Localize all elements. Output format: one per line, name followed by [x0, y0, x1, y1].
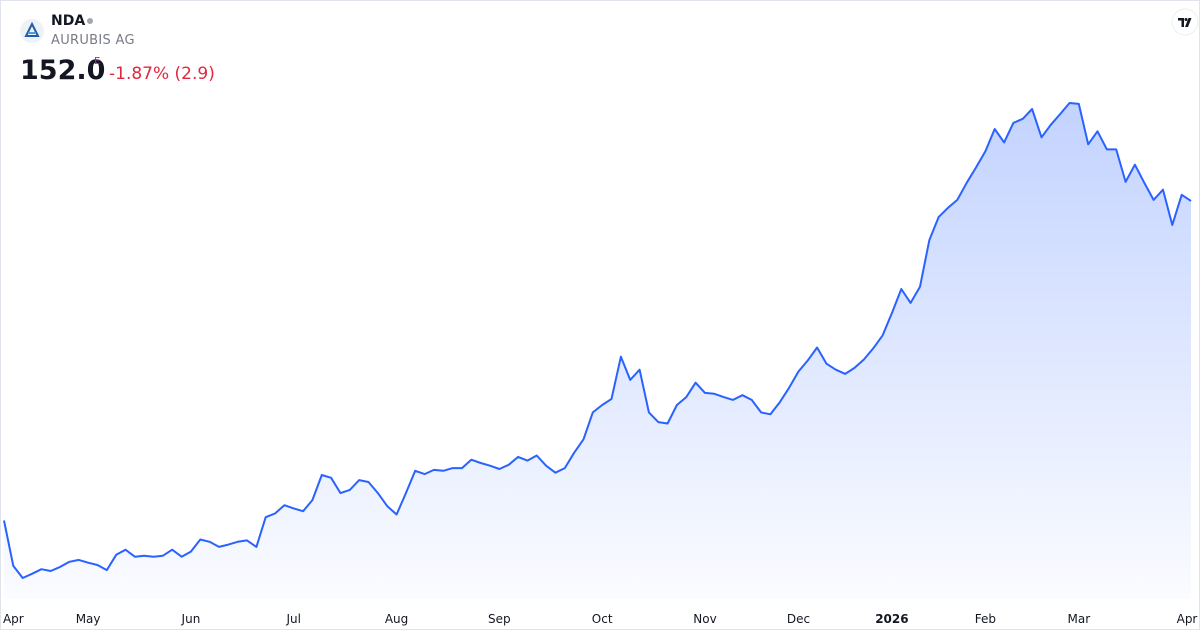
- area-fill: [4, 103, 1191, 599]
- x-tick-label: Mar: [1068, 612, 1091, 626]
- x-tick-label: Apr: [1177, 612, 1198, 626]
- x-tick-label: Nov: [693, 612, 716, 626]
- x-tick-label: Dec: [787, 612, 810, 626]
- price-line: [3, 102, 1192, 579]
- x-tick-label: Apr: [3, 612, 24, 626]
- x-tick-label: Oct: [592, 612, 613, 626]
- x-tick-label: Sep: [488, 612, 511, 626]
- status-dot: [87, 18, 93, 24]
- x-tick-label: May: [76, 612, 101, 626]
- x-tick-label: Feb: [975, 612, 996, 626]
- x-tick-label: Jun: [181, 612, 201, 626]
- company-logo: [20, 19, 44, 43]
- x-tick-label: 2026: [875, 612, 908, 626]
- last-price: 152.0: [20, 55, 106, 86]
- x-tick-label: Jul: [285, 612, 300, 626]
- x-tick-label: Aug: [385, 612, 408, 626]
- tradingview-logo[interactable]: [1171, 8, 1199, 36]
- symbol[interactable]: NDA: [51, 13, 86, 29]
- price-badge: E: [94, 56, 101, 67]
- company-name: AURUBIS AG: [51, 33, 135, 48]
- price-change: -1.87% (2.9): [109, 64, 215, 84]
